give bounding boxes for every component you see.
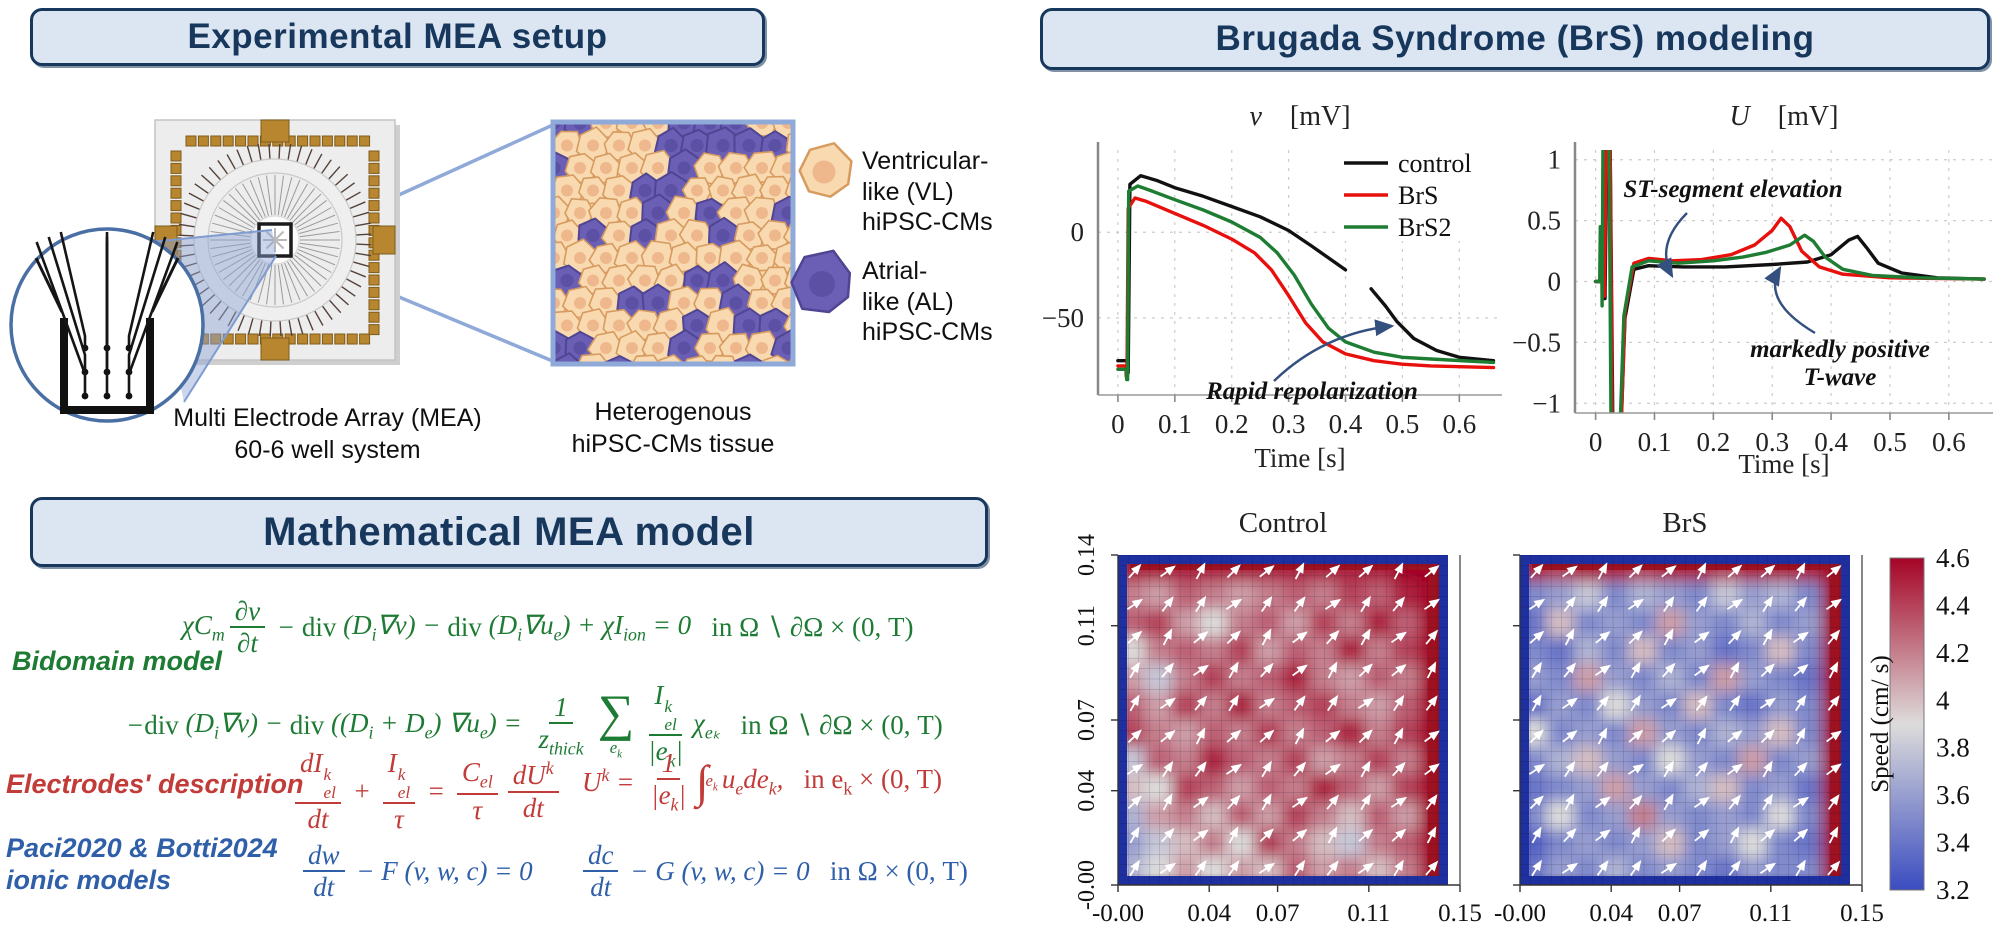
svg-text:3.8: 3.8: [1936, 733, 1970, 763]
equation-label-bidomain: Bidomain model: [12, 646, 223, 676]
svg-text:-0.00: -0.00: [1092, 900, 1144, 927]
svg-text:3.6: 3.6: [1936, 780, 1970, 810]
svg-text:control: control: [1398, 149, 1472, 178]
svg-text:-0.00: -0.00: [1494, 900, 1546, 927]
svg-text:U [mV]: U [mV]: [1730, 101, 1839, 132]
svg-text:−1: −1: [1532, 388, 1561, 418]
svg-text:0.04: 0.04: [1589, 900, 1633, 927]
svg-text:Rapid repolarization: Rapid repolarization: [1205, 378, 1418, 405]
svg-text:BrS: BrS: [1662, 507, 1707, 539]
svg-text:0.11: 0.11: [1347, 900, 1390, 927]
svg-text:0.1: 0.1: [1638, 427, 1672, 457]
svg-text:0.07: 0.07: [1658, 900, 1702, 927]
svg-text:0.04: 0.04: [1187, 900, 1231, 927]
svg-text:v [mV]: v [mV]: [1249, 101, 1350, 132]
svg-text:Time [s]: Time [s]: [1254, 443, 1345, 473]
legend-label-ventricular: Ventricular- like (VL) hiPSC-CMs: [862, 147, 993, 236]
svg-text:4.6: 4.6: [1936, 543, 1970, 573]
svg-text:0.11: 0.11: [1749, 900, 1792, 927]
caption-tissue: Heterogenous hiPSC-CMs tissue: [571, 398, 775, 458]
section-title-experimental: Experimental MEA setup: [187, 17, 608, 56]
section-header-brs: Brugada Syndrome (BrS) modeling: [1040, 8, 1990, 70]
svg-text:ST-segment elevation: ST-segment elevation: [1623, 176, 1842, 203]
svg-text:0.2: 0.2: [1696, 427, 1730, 457]
svg-text:0.15: 0.15: [1438, 900, 1482, 927]
svg-text:0.6: 0.6: [1932, 427, 1966, 457]
section-title-brs: Brugada Syndrome (BrS) modeling: [1215, 19, 1815, 58]
svg-text:3.4: 3.4: [1936, 828, 1970, 858]
svg-text:0.4: 0.4: [1814, 427, 1848, 457]
svg-text:0: 0: [1589, 427, 1603, 457]
svg-text:Control: Control: [1239, 507, 1328, 539]
svg-text:0.6: 0.6: [1442, 409, 1476, 439]
equation-ionic-1: dw dt − F (v, w, c) = 0: [298, 840, 533, 902]
legend-label-atrial: Atrial- like (AL) hiPSC-CMs: [862, 257, 993, 346]
svg-text:0.14: 0.14: [1074, 534, 1100, 576]
equation-bidomain-2: − div (Di∇v) − div ((Di + De) ∇ue) = 1 zth…: [126, 680, 943, 771]
svg-text:BrS2: BrS2: [1398, 213, 1451, 242]
svg-text:1: 1: [1548, 145, 1562, 175]
speed-heatmap-brs: -0.00 0.04 0.07 0.11 0.15 BrS 4.6 4.4 4.2 4 3.8 3.6…: [1494, 507, 1970, 927]
svg-text:−0.5: −0.5: [1512, 327, 1561, 357]
svg-text:0.15: 0.15: [1840, 900, 1884, 927]
svg-text:4.2: 4.2: [1936, 638, 1970, 668]
svg-text:BrS: BrS: [1398, 181, 1438, 210]
svg-text:3.2: 3.2: [1936, 875, 1970, 905]
svg-text:0.07: 0.07: [1074, 699, 1100, 741]
svg-text:0.1: 0.1: [1158, 409, 1192, 439]
equation-ionic-2: dc dt − G (v, w, c) = 0 in Ω × (0, T): [578, 840, 968, 902]
svg-text:0: 0: [1111, 409, 1125, 439]
equation-label-electrodes: Electrodes' description: [6, 769, 304, 799]
svg-text:0.5: 0.5: [1873, 427, 1907, 457]
svg-text:0: 0: [1071, 217, 1085, 247]
section-header-math: Mathematical MEA model: [30, 497, 988, 567]
action-potential-chart: 0 0.1 0.2 0.3 0.4 0.5 0.6 0 −50 v [mV] Time [s] con…: [1042, 101, 1502, 473]
svg-text:Speed (cm/ s): Speed (cm/ s): [1867, 655, 1894, 792]
svg-text:Time [s]: Time [s]: [1738, 449, 1829, 479]
svg-text:−50: −50: [1042, 303, 1084, 333]
svg-text:0.04: 0.04: [1074, 770, 1100, 812]
svg-text:0.4: 0.4: [1329, 409, 1363, 439]
caption-mea: Multi Electrode Array (MEA) 60-6 well sy…: [173, 404, 482, 464]
speed-heatmap-control: -0.00 0.04 0.07 0.11 0.15 -0.00 0.04 0.07 0.11 0.…: [1074, 507, 1482, 927]
svg-text:0: 0: [1548, 267, 1562, 297]
svg-text:0.5: 0.5: [1527, 206, 1561, 236]
svg-text:0.2: 0.2: [1215, 409, 1249, 439]
field-potential-chart: 0 0.1 0.2 0.3 0.4 0.5 0.6 1 0.5 0 −0.5 −1 U [mV] Time…: [1512, 101, 1993, 479]
equation-label-ionic: Paci2020 & Botti2024 ionic models: [6, 833, 278, 896]
svg-text:0.3: 0.3: [1755, 427, 1789, 457]
svg-text:0.3: 0.3: [1272, 409, 1306, 439]
svg-text:0.07: 0.07: [1256, 900, 1300, 927]
svg-text:4: 4: [1936, 685, 1950, 715]
section-header-experimental: Experimental MEA setup: [30, 8, 765, 66]
mea-setup-figure: [9, 119, 853, 423]
svg-text:4.4: 4.4: [1936, 590, 1970, 620]
svg-text:0.5: 0.5: [1386, 409, 1420, 439]
section-title-math: Mathematical MEA model: [263, 509, 755, 554]
svg-text:-0.00: -0.00: [1074, 860, 1100, 910]
equation-bidomain-1: χCm ∂v ∂t − div (Di∇v) − div (Di∇ue) + χIi…: [182, 596, 914, 659]
svg-text:0.11: 0.11: [1074, 605, 1100, 646]
equation-electrodes-2: Uk = 1 |ek| ∫ ek uedek, in ek × (0, T): [582, 748, 942, 815]
